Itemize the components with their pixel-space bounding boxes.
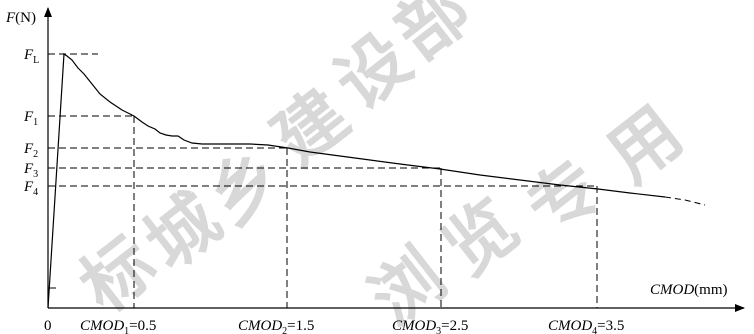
y-marker-subscript: 4	[33, 187, 38, 198]
watermark-char: 览	[428, 184, 534, 292]
y-axis-symbol: F	[5, 10, 16, 26]
y-marker-symbol: F	[23, 179, 34, 195]
y-marker-label-f2: F2	[23, 141, 38, 160]
origin-label: 0	[44, 318, 52, 334]
x-axis-symbol: CMOD	[650, 282, 694, 298]
x-marker-subscript: 3	[436, 326, 441, 334]
x-marker-label-cmod4: CMOD4=3.5	[548, 318, 624, 334]
watermark-char: 用	[592, 91, 698, 199]
y-marker-symbol: F	[23, 47, 34, 63]
x-marker-value: =3.5	[597, 318, 624, 334]
y-axis-label: F(N)	[5, 10, 36, 26]
y-marker-subscript: 3	[33, 169, 38, 180]
x-marker-subscript: 4	[592, 326, 597, 334]
y-marker-symbol: F	[23, 141, 34, 157]
y-marker-subscript: 2	[33, 149, 38, 160]
y-marker-label-fl: FL	[23, 47, 39, 66]
x-marker-symbol: CMOD	[238, 318, 282, 334]
x-marker-symbol: CMOD	[392, 318, 436, 334]
y-marker-symbol: F	[23, 161, 34, 177]
load-curve	[47, 52, 666, 309]
y-axis-unit: (N)	[15, 10, 36, 26]
x-marker-subscript: 2	[282, 326, 287, 334]
x-marker-subscript: 1	[124, 326, 129, 334]
y-marker-symbol: F	[23, 109, 34, 125]
y-marker-subscript: L	[33, 55, 39, 66]
x-marker-labels: CMOD1=0.5 CMOD2=1.5 CMOD3=2.5 CMOD4=3.5	[80, 318, 624, 334]
y-marker-label-f1: F1	[23, 109, 38, 128]
reference-lines	[48, 53, 598, 308]
x-marker-value: =2.5	[441, 318, 468, 334]
x-marker-symbol: CMOD	[548, 318, 592, 334]
x-marker-label-cmod2: CMOD2=1.5	[238, 318, 314, 334]
x-marker-value: =0.5	[129, 318, 156, 334]
y-marker-subscript: 1	[33, 117, 38, 128]
x-marker-label-cmod3: CMOD3=2.5	[392, 318, 468, 334]
x-axis-unit: (mm)	[694, 282, 727, 298]
x-marker-label-cmod1: CMOD1=0.5	[80, 318, 156, 334]
x-marker-symbol: CMOD	[80, 318, 124, 334]
watermark-char: 专	[512, 144, 618, 252]
y-marker-label-f4: F4	[23, 179, 38, 198]
load-curve-continuation	[664, 196, 706, 206]
x-axis-label: CMOD(mm)	[650, 282, 728, 298]
x-marker-value: =1.5	[287, 318, 314, 334]
y-marker-label-f3: F3	[23, 161, 38, 180]
